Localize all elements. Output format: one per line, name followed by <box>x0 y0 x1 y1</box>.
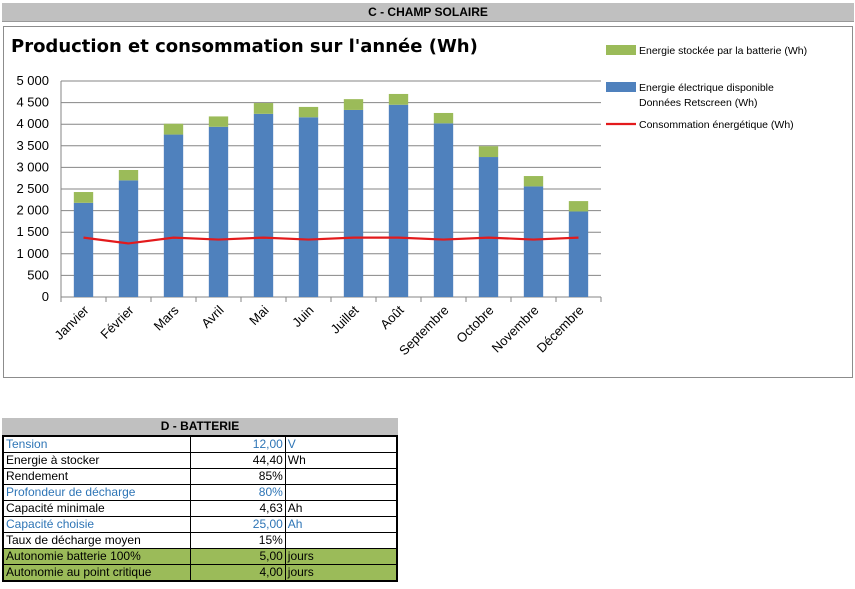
battery-unit <box>284 484 398 501</box>
bar <box>433 123 454 297</box>
legend-label: Données Retscreen (Wh) <box>639 97 757 109</box>
battery-label: Tension <box>2 435 192 453</box>
battery-row: Capacité minimale 4,63 Ah <box>2 500 398 517</box>
bar <box>253 113 274 297</box>
battery-row: Rendement 85% <box>2 468 398 485</box>
bar <box>73 192 94 203</box>
battery-label: Profondeur de décharge <box>2 484 192 501</box>
battery-value: 85% <box>190 468 286 485</box>
battery-label: Rendement <box>2 468 192 485</box>
y-tick-label: 500 <box>27 267 49 282</box>
battery-value: 44,40 <box>190 452 286 469</box>
bar <box>478 146 499 158</box>
battery-row: Capacité choisie 25,00 Ah <box>2 516 398 533</box>
legend-label: Energie électrique disponible <box>639 82 774 94</box>
y-tick-label: 2 500 <box>16 181 49 196</box>
x-tick-label: Janvier <box>51 302 92 343</box>
x-tick-label: Mai <box>246 302 271 327</box>
battery-label: Capacité minimale <box>2 500 192 517</box>
bar <box>523 186 544 297</box>
bar <box>388 104 409 297</box>
battery-value: 5,00 <box>190 548 286 565</box>
battery-row: Autonomie au point critique 4,00 jours <box>2 564 398 582</box>
x-tick-label: Mars <box>151 302 182 333</box>
x-tick-label: Juin <box>289 303 316 330</box>
y-tick-label: 0 <box>42 289 49 304</box>
bar <box>298 106 319 118</box>
x-tick-label: Juillet <box>328 302 362 336</box>
bar <box>568 211 589 297</box>
y-tick-label: 3 000 <box>16 159 49 174</box>
bar <box>523 176 544 187</box>
battery-unit: Ah <box>284 500 398 517</box>
y-tick-label: 2 000 <box>16 203 49 218</box>
battery-value: 4,00 <box>190 564 286 582</box>
battery-value: 12,00 <box>190 435 286 453</box>
battery-value: 25,00 <box>190 516 286 533</box>
section-d-header: D - BATTERIE <box>2 418 398 435</box>
battery-value: 80% <box>190 484 286 501</box>
battery-row: Autonomie batterie 100% 5,00 jours <box>2 548 398 565</box>
bar <box>343 109 364 297</box>
battery-row: Taux de décharge moyen 15% <box>2 532 398 549</box>
legend-label: Energie stockée par la batterie (Wh) <box>639 45 807 57</box>
x-tick-label: Novembre <box>489 303 542 356</box>
bar <box>388 93 409 105</box>
battery-unit: V <box>284 435 398 453</box>
bar <box>568 201 589 212</box>
battery-label: Autonomie au point critique <box>2 564 192 582</box>
battery-unit: jours <box>284 564 398 582</box>
battery-unit: jours <box>284 548 398 565</box>
battery-unit: Ah <box>284 516 398 533</box>
bar <box>433 112 454 124</box>
section-c-header: C - CHAMP SOLAIRE <box>2 3 854 22</box>
battery-row: Profondeur de décharge 80% <box>2 484 398 501</box>
y-tick-label: 3 500 <box>16 138 49 153</box>
legend-swatch <box>606 82 636 92</box>
battery-label: Taux de décharge moyen <box>2 532 192 549</box>
chart-area: Production et consommation sur l'année (… <box>3 26 853 378</box>
x-tick-label: Avril <box>198 302 226 330</box>
battery-row: Tension 12,00 V <box>2 435 398 453</box>
y-tick-label: 1 500 <box>16 224 49 239</box>
x-tick-label: Octobre <box>453 303 496 346</box>
y-tick-label: 4 500 <box>16 95 49 110</box>
legend-swatch <box>606 45 636 55</box>
x-tick-label: Février <box>97 302 137 342</box>
battery-unit <box>284 532 398 549</box>
battery-label: Autonomie batterie 100% <box>2 548 192 565</box>
chart-title: Production et consommation sur l'année (… <box>11 36 478 57</box>
x-tick-label: Décembre <box>534 303 587 356</box>
bar <box>343 99 364 110</box>
battery-label: Energie à stocker <box>2 452 192 469</box>
bar <box>73 202 94 297</box>
battery-unit <box>284 468 398 485</box>
x-tick-label: Août <box>377 302 407 332</box>
y-tick-label: 1 000 <box>16 246 49 261</box>
y-tick-label: 5 000 <box>16 73 49 88</box>
bar <box>298 117 319 298</box>
battery-value: 15% <box>190 532 286 549</box>
bar <box>163 123 184 135</box>
y-tick-label: 4 000 <box>16 116 49 131</box>
bar <box>118 169 139 181</box>
battery-value: 4,63 <box>190 500 286 517</box>
legend-label: Consommation énergétique (Wh) <box>639 119 794 131</box>
bar <box>253 103 274 114</box>
bar <box>208 126 229 298</box>
bar <box>208 116 229 127</box>
battery-row: Energie à stocker 44,40 Wh <box>2 452 398 469</box>
bar <box>478 157 499 297</box>
battery-table: Tension 12,00 V Energie à stocker 44,40 Wh Ren… <box>2 435 398 582</box>
bar <box>118 180 139 297</box>
battery-label: Capacité choisie <box>2 516 192 533</box>
x-tick-label: Septembre <box>396 303 452 359</box>
consumption-line <box>83 236 579 245</box>
bar <box>163 134 184 297</box>
battery-unit: Wh <box>284 452 398 469</box>
chart-svg: 0 500 1 000 1 500 2 000 2 500 3 000 3 500 4 000 4… <box>16 45 807 359</box>
